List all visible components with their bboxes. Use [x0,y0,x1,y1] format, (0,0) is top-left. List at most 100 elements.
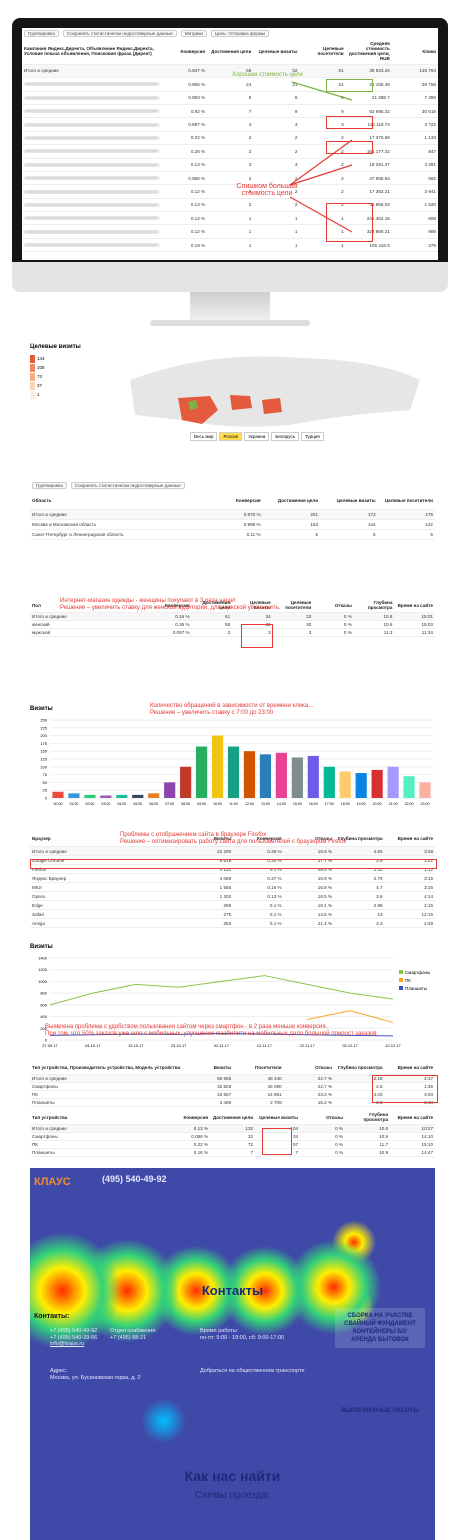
service-link[interactable]: КОНТЕЙНЕРЫ Б/У [352,1329,408,1335]
header-cell: Средняя стоимость достижения цели, RUB [348,41,390,62]
x-tick-label: 17:00 [325,802,334,806]
map-button[interactable]: Украина [244,432,270,441]
x-tick-label: 04.10.17 [85,1043,101,1048]
arrows [289,81,353,233]
table-header: Область Конверсия Достижения цели Целевые в… [30,491,435,510]
total-cell: 0.35 % [267,848,282,854]
note-line: При том, что 50% заказов уже шло с мобил… [45,1031,377,1037]
monitor-stand [190,292,270,322]
y-tick-label: 0 [45,796,48,801]
cell: 0.22 % [193,1142,209,1147]
header-cell: Достижения цели [277,497,319,503]
cell: 0.36 % [175,622,190,627]
table-row: Opera 1 202 0.13 % 16.5 % 3.6 4:14 [30,892,435,901]
cell: 57 [292,1142,299,1147]
cell: 58 [225,622,231,627]
total-cell: 10:27 [421,1126,434,1131]
cell: 10.9 [379,1150,389,1155]
bar [100,795,112,798]
contacts-label: Контакты: [34,1313,70,1320]
note-line: Выявлена проблема с удобством пользовани… [45,1024,328,1030]
toolbar-button[interactable]: Сохранять статистически недостоверные да… [62,30,177,37]
bar [339,771,351,798]
toolbar-button[interactable]: Метрики [180,30,207,37]
blurred-name [22,229,161,234]
blurred-name [22,122,161,127]
legend-label: Смартфоны [405,970,430,975]
total-row: Итого и средние 58 655 48 440 22.7 % 2.18 2:1… [30,1075,435,1083]
map-button[interactable]: Беларусь [271,432,300,441]
total-cell: 0 % [343,614,352,619]
cell: 0.1 % [269,920,282,926]
cell: 0.887 % [188,122,206,128]
y-tick-label: 1000 [38,979,48,984]
table-header: Тип устройства, Производитель устройства… [30,1060,435,1075]
header-cell: Тип устройства, Производитель устройства… [32,1064,181,1070]
y-tick-label: 125 [40,757,47,762]
cell: 0.13 % [190,202,206,208]
y-tick-label: 0 [45,1038,48,1043]
cell: 608 [428,215,436,221]
cell: 30 618 [421,108,436,114]
cell: 116 118.74 [367,122,390,128]
table-row: Планшеты 0.16 % 7 7 0 % 10.9 14:47 [30,1149,435,1157]
x-tick-label: 02:00 [85,802,94,806]
blur [24,162,159,167]
cell: 0.22 % [190,135,206,141]
done-works[interactable]: ВЫПОЛНЕННЫЕ РАБОТЫ [340,1408,420,1414]
map-button[interactable]: Весь мир [190,432,218,441]
toolbar-button[interactable]: Группировка [24,30,59,37]
gender-note: Интернет-магазин одежды - женщины покупа… [60,598,280,612]
cell: 989 [428,229,436,235]
cell: 19 281.47 [369,162,390,168]
browser-note: Проблемы с отображением сайта в браузере… [120,832,346,846]
cell: 1 133 [424,135,436,141]
table-row: 0.955 % 24 21 21 25 158.49 39 756 [22,78,438,92]
toolbar-button[interactable]: Сохранять статистически недостоверные да… [70,482,185,489]
cell: 4.03 [373,1092,383,1097]
service-link[interactable]: СБОРКА НА УЧАСТКЕ [347,1313,413,1319]
cell: 15:03 [421,622,433,627]
legend-swatch [399,970,403,974]
header-cell: Глубина просмотра [363,1112,389,1122]
cell: 23.2 % [317,1092,333,1097]
bar [196,746,208,798]
y-tick-label: 175 [40,741,47,746]
header-cell: Глубина просмотра [337,1064,383,1070]
blurred-name [22,243,161,248]
cell: 2.98 [373,902,383,908]
legend-swatch [30,363,35,372]
legend-item: 1 [30,390,45,399]
total-cell: 10.6 [383,614,393,619]
service-link[interactable]: АРЕНДА БЫТОВОК [351,1337,409,1343]
cell: 5 [430,532,433,537]
hours-label: Время работы: [200,1328,239,1334]
map-button[interactable]: Турция [301,432,324,441]
monitor-base [150,320,310,326]
cell: 17.7 % [317,857,333,863]
total-cell: 22 200 [217,848,232,854]
cell: 1 [248,242,252,248]
table-header: Браузер Визиты Конверсия Отказы Глубина прос… [30,830,435,847]
note-line: Решение – увеличить ставку для женской а… [60,605,281,611]
x-tick-label: 06:00 [149,802,158,806]
cell: 1.33 [373,866,383,872]
service-link[interactable]: СВАЙНЫЙ ФУНДАМЕНТ [344,1321,416,1327]
cell: 3.3 [376,920,383,926]
cell: 63 695.32 [369,108,390,114]
email[interactable]: info@kraus.ru [50,1341,85,1347]
blurred-name [22,202,161,207]
cell: ПК [32,1092,38,1097]
contacts-title: Контакты [201,1283,264,1298]
total-cell: 3:48 [424,848,434,854]
x-tick-label: 12.12.17 [385,1043,401,1048]
toolbar-button[interactable]: Группировка [32,482,67,489]
map-button[interactable]: Россия [219,432,243,441]
total-cell: 34 [265,614,271,619]
highlight [262,1128,292,1155]
cell: 2.79 [373,875,383,881]
x-tick-label: 13:00 [261,802,270,806]
cell: 0.13 % [267,893,282,899]
cell: 2 [248,202,252,208]
toolbar-button[interactable]: Цель: Отправка формы [210,30,270,37]
